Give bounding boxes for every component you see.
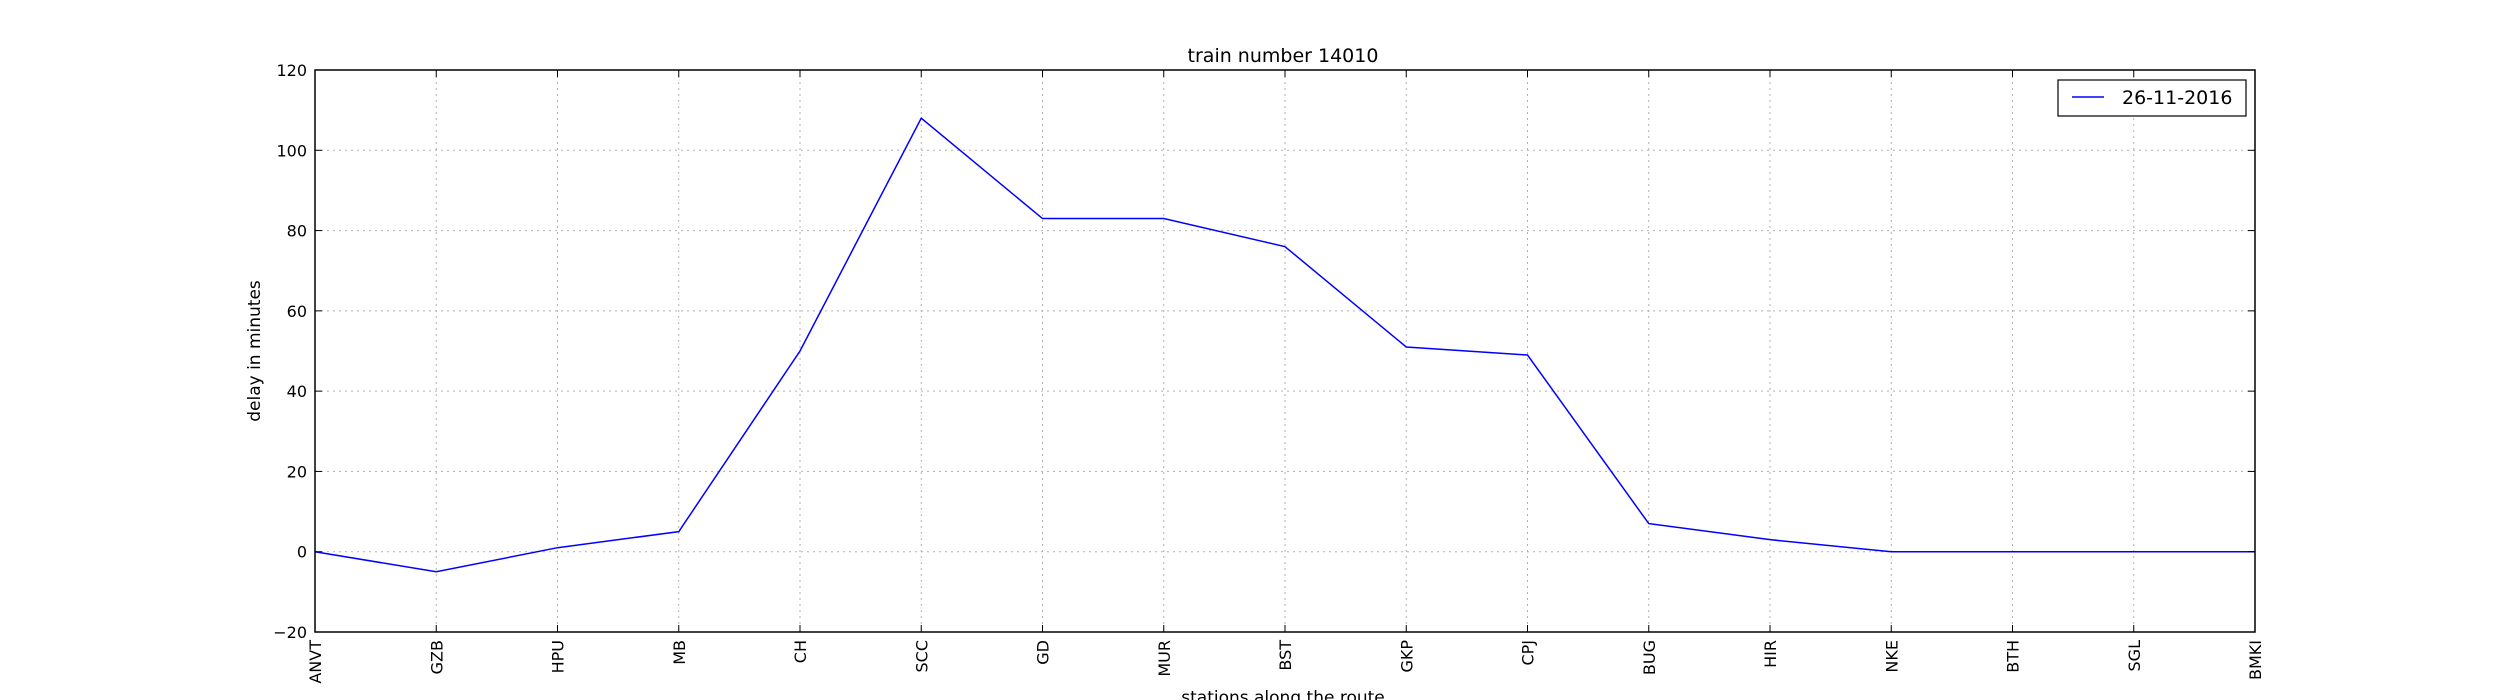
series-layer — [314, 117, 2255, 573]
y-tick-label: 80 — [287, 222, 307, 241]
x-tick-label-hir: HIR — [1761, 640, 1780, 668]
x-tick-label-gzb: GZB — [427, 640, 446, 674]
x-tick-label-nke: NKE — [1882, 640, 1901, 673]
y-tick-label: 100 — [276, 141, 307, 160]
x-tick-label-mb: MB — [670, 640, 689, 665]
x-tick-label-scc: SCC — [912, 640, 931, 673]
y-tick-label: 120 — [276, 61, 307, 80]
x-tick-label-sgl: SGL — [2125, 640, 2144, 672]
series-line-0 — [314, 117, 2255, 573]
x-tick-label-gkp: GKP — [1397, 640, 1416, 673]
x-tick-label-bth: BTH — [2004, 640, 2023, 673]
legend-frame — [2057, 79, 2247, 117]
y-axis-label: delay in minutes — [245, 280, 265, 422]
x-axis-label: stations along the route — [1181, 688, 1385, 700]
x-tick-label-bmki: BMKI — [2246, 640, 2265, 680]
x-tick-label-cpj: CPJ — [1519, 640, 1538, 666]
x-tick-label-bst: BST — [1276, 640, 1295, 671]
y-tick-label: 20 — [287, 462, 307, 481]
y-tick-label: 40 — [287, 382, 307, 401]
x-tick-label-hpu: HPU — [549, 640, 568, 673]
x-tick-label-gd: GD — [1034, 640, 1053, 665]
legend: 26-11-2016 — [2057, 79, 2247, 117]
x-tick-label-mur: MUR — [1155, 640, 1174, 677]
x-tick-label-ch: CH — [791, 640, 810, 663]
legend-entry-label: 26-11-2016 — [2122, 87, 2232, 109]
ticks: −20 0 20 40 60 80 100 120 ANVT GZB HPU MB CH SCC GD MUR… — [273, 61, 2265, 684]
chart-title: train number 14010 — [1188, 45, 1379, 67]
y-tick-label: 0 — [297, 543, 307, 562]
y-tick-label: 60 — [287, 302, 307, 321]
y-tick-label: −20 — [273, 623, 307, 642]
x-tick-label-bug: BUG — [1640, 640, 1659, 675]
x-tick-label-anvt: ANVT — [306, 640, 325, 684]
